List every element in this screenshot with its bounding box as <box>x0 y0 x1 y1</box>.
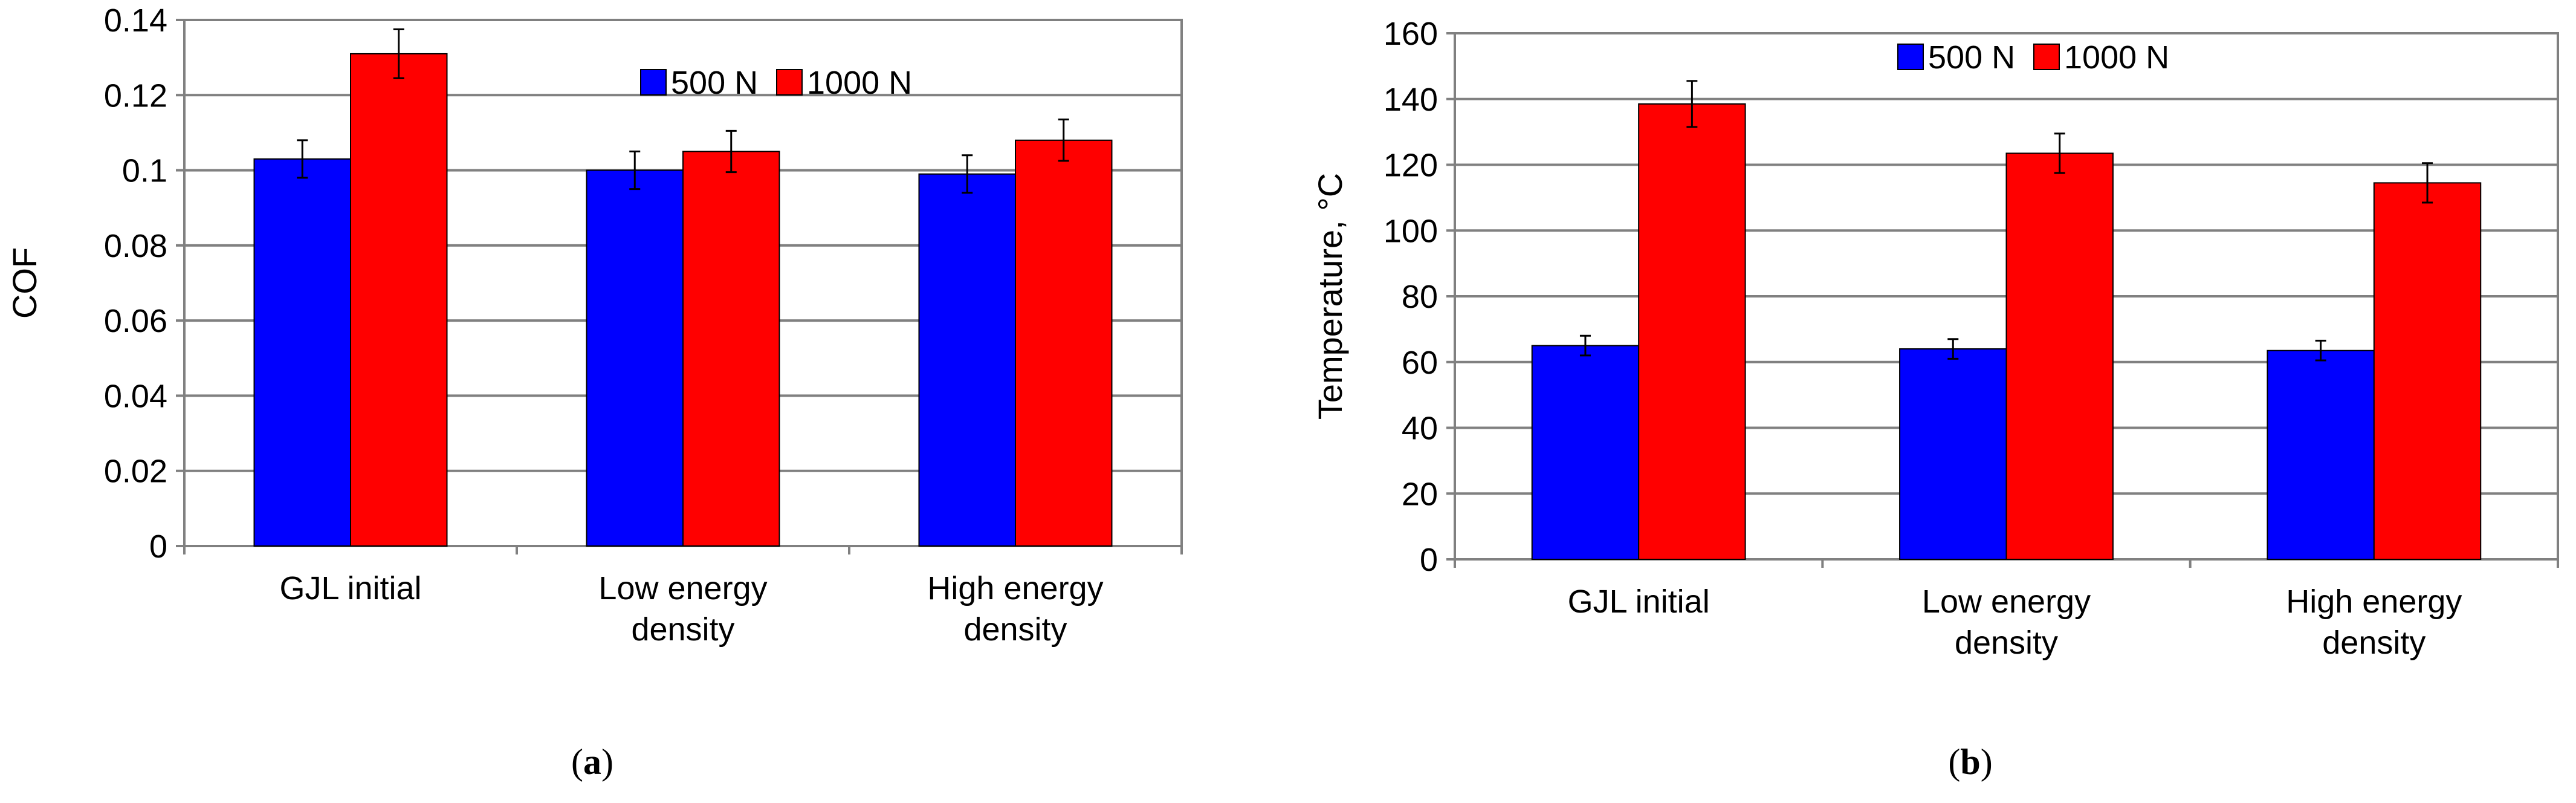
bar-500n <box>586 169 684 547</box>
bar-500n <box>918 173 1016 547</box>
legend-swatch <box>1897 44 1924 70</box>
panel-letter: a <box>583 742 601 782</box>
y-tick-label: 0.1 <box>122 153 167 189</box>
chart-a: 0 0.02 0.04 0.06 0.08 0.1 0.12 0.14 GJL initial L… <box>5 2 1183 782</box>
y-tick-label: 0.14 <box>104 2 167 39</box>
y-tick-label: 100 <box>1383 213 1438 249</box>
legend-swatch <box>776 69 803 96</box>
legend-label: 500 N <box>671 65 758 101</box>
y-tick-label: 40 <box>1402 411 1438 447</box>
x-category-label: density <box>963 611 1067 648</box>
bar-1000n <box>682 151 780 547</box>
x-category-label: density <box>631 611 734 648</box>
y-tick-label: 0.06 <box>104 303 167 339</box>
x-category-label: Low energy <box>598 570 767 606</box>
x-category-label: density <box>2322 625 2426 661</box>
x-category-label: density <box>1955 625 2058 661</box>
bar-500n <box>253 158 351 547</box>
legend-label: 500 N <box>1928 39 2015 76</box>
x-category-label: High energy <box>927 570 1103 606</box>
x-category-label: High energy <box>2286 584 2462 620</box>
y-tick-label: 0 <box>1420 542 1438 578</box>
y-tick-label: 20 <box>1402 476 1438 512</box>
y-axis-title: Temperature, °C <box>1311 173 1349 420</box>
legend-swatch <box>2033 44 2060 70</box>
panel-label: (b) <box>1948 742 1992 782</box>
x-category-label: GJL initial <box>279 570 421 606</box>
x-category-label: Low energy <box>1922 584 2091 620</box>
panel-letter: b <box>1960 742 1980 782</box>
panel-label: (a) <box>571 742 613 782</box>
y-tick-label: 140 <box>1383 82 1438 118</box>
y-axis-title: COF <box>5 247 44 319</box>
y-tick-label: 0.04 <box>104 378 167 414</box>
legend-label: 1000 N <box>807 65 912 101</box>
x-category-label: GJL initial <box>1568 584 1710 620</box>
bar-1000n <box>350 53 448 547</box>
bar-1000n <box>2373 182 2482 560</box>
y-tick-label: 80 <box>1402 279 1438 315</box>
legend-label: 1000 N <box>2064 39 2169 76</box>
chart-b: 0 20 40 60 80 100 120 140 160 GJL initial Low ener… <box>1311 16 2559 782</box>
bar-1000n <box>2005 152 2114 560</box>
y-tick-label: 0.12 <box>104 77 167 114</box>
bar-1000n <box>1015 139 1113 547</box>
y-tick-label: 120 <box>1383 148 1438 184</box>
y-tick-label: 0 <box>149 528 167 565</box>
bar-1000n <box>1638 103 1746 560</box>
legend-swatch <box>640 69 667 96</box>
bar-500n <box>1531 345 1640 560</box>
y-tick-label: 160 <box>1383 16 1438 52</box>
bar-500n <box>1899 348 2007 560</box>
bar-500n <box>2267 349 2375 560</box>
y-tick-label: 0.02 <box>104 454 167 490</box>
y-tick-label: 0.08 <box>104 228 167 264</box>
y-tick-label: 60 <box>1402 345 1438 381</box>
